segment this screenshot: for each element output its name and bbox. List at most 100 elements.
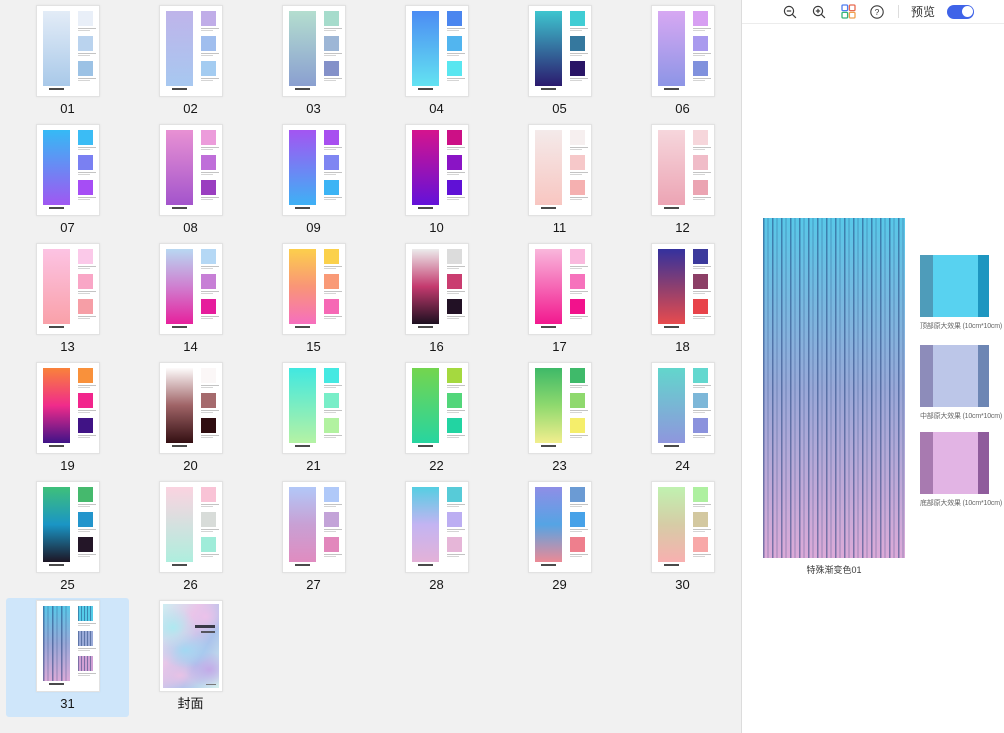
swatch-text-line bbox=[77, 623, 96, 624]
slide-number-label: 18 bbox=[675, 339, 690, 354]
swatch-text-line bbox=[200, 172, 219, 173]
swatch-text-line bbox=[77, 650, 90, 651]
slide-thumbnail-封面[interactable]: 封面 bbox=[129, 598, 252, 717]
color-swatch bbox=[323, 180, 339, 195]
color-swatch bbox=[77, 537, 93, 552]
bar-caption-line bbox=[540, 445, 556, 447]
swatch-text-line bbox=[200, 28, 219, 29]
slide-thumbnail-17[interactable]: 17 bbox=[498, 241, 621, 360]
color-swatch bbox=[446, 393, 462, 408]
swatch-text-line bbox=[569, 437, 582, 438]
slide-thumbnail-08[interactable]: 08 bbox=[129, 122, 252, 241]
slide-number-label: 16 bbox=[429, 339, 444, 354]
swatch-text-line bbox=[77, 147, 96, 148]
gradient-bar bbox=[42, 368, 70, 443]
slide-thumbnail-21[interactable]: 21 bbox=[252, 360, 375, 479]
swatch-text-line bbox=[569, 554, 588, 555]
toggle-knob bbox=[961, 6, 973, 17]
thumbnail-card bbox=[650, 5, 715, 97]
swatch-text-line bbox=[323, 197, 342, 198]
color-swatch bbox=[446, 11, 462, 26]
swatch-text-line bbox=[323, 504, 342, 505]
color-swatch bbox=[200, 512, 216, 527]
gradient-bar bbox=[534, 249, 562, 324]
svg-text:?: ? bbox=[875, 7, 880, 17]
slide-thumbnail-01[interactable]: 01 bbox=[6, 3, 129, 122]
slide-thumbnail-18[interactable]: 18 bbox=[621, 241, 744, 360]
slide-thumbnail-20[interactable]: 20 bbox=[129, 360, 252, 479]
slide-thumbnail-25[interactable]: 25 bbox=[6, 479, 129, 598]
swatch-column bbox=[692, 487, 712, 562]
slide-number-label: 封面 bbox=[177, 696, 204, 711]
color-swatch bbox=[323, 299, 339, 314]
slide-thumbnail-02[interactable]: 02 bbox=[129, 3, 252, 122]
color-swatch bbox=[446, 512, 462, 527]
swatch-text-line bbox=[692, 30, 705, 31]
color-swatch bbox=[200, 274, 216, 289]
slide-number-label: 30 bbox=[675, 577, 690, 592]
slide-thumbnail-23[interactable]: 23 bbox=[498, 360, 621, 479]
slide-thumbnail-16[interactable]: 16 bbox=[375, 241, 498, 360]
color-swatch bbox=[446, 36, 462, 51]
slide-thumbnail-24[interactable]: 24 bbox=[621, 360, 744, 479]
slide-thumbnail-07[interactable]: 07 bbox=[6, 122, 129, 241]
swatch-text-line bbox=[77, 55, 90, 56]
slide-thumbnail-31[interactable]: 31 bbox=[6, 598, 129, 717]
slide-thumbnail-12[interactable]: 12 bbox=[621, 122, 744, 241]
slide-thumbnail-22[interactable]: 22 bbox=[375, 360, 498, 479]
swatch-text-line bbox=[77, 648, 96, 649]
swatch-text-line bbox=[200, 291, 219, 292]
detail-middle: 中部原大效果 (10cm*10cm) bbox=[920, 345, 1004, 421]
swatch-text-line bbox=[77, 78, 96, 79]
preview-toggle[interactable] bbox=[947, 4, 974, 19]
thumbnail-card bbox=[404, 124, 469, 216]
swatch-text-line bbox=[77, 673, 96, 674]
color-swatch bbox=[692, 274, 708, 289]
slide-thumbnail-27[interactable]: 27 bbox=[252, 479, 375, 598]
swatch-text-line bbox=[569, 80, 582, 81]
help-icon[interactable]: ? bbox=[869, 3, 886, 20]
color-swatch bbox=[323, 274, 339, 289]
slide-thumbnail-29[interactable]: 29 bbox=[498, 479, 621, 598]
slide-number-label: 06 bbox=[675, 101, 690, 116]
swatch-text-line bbox=[323, 80, 336, 81]
swatch-text-line bbox=[77, 28, 96, 29]
swatch-text-line bbox=[323, 55, 336, 56]
swatch-text-line bbox=[200, 30, 213, 31]
color-swatch bbox=[446, 274, 462, 289]
swatch-text-line bbox=[692, 435, 711, 436]
gradient-bar bbox=[288, 249, 316, 324]
zoom-out-icon[interactable] bbox=[782, 3, 799, 20]
slide-thumbnail-03[interactable]: 03 bbox=[252, 3, 375, 122]
swatch-text-line bbox=[323, 387, 336, 388]
slide-thumbnail-06[interactable]: 06 bbox=[621, 3, 744, 122]
band-left bbox=[920, 432, 933, 494]
slide-number-label: 23 bbox=[552, 458, 567, 473]
thumbnail-card bbox=[404, 362, 469, 454]
swatch-text-line bbox=[446, 266, 465, 267]
color-swatch bbox=[569, 537, 585, 552]
slide-thumbnail-28[interactable]: 28 bbox=[375, 479, 498, 598]
swatch-text-line bbox=[77, 293, 90, 294]
slide-thumbnail-15[interactable]: 15 bbox=[252, 241, 375, 360]
swatch-text-line bbox=[200, 199, 213, 200]
slide-thumbnail-09[interactable]: 09 bbox=[252, 122, 375, 241]
detail-swatch-top bbox=[920, 255, 989, 317]
slide-thumbnail-10[interactable]: 10 bbox=[375, 122, 498, 241]
slide-thumbnail-04[interactable]: 04 bbox=[375, 3, 498, 122]
slide-thumbnail-14[interactable]: 14 bbox=[129, 241, 252, 360]
color-swatch bbox=[569, 299, 585, 314]
slide-thumbnail-30[interactable]: 30 bbox=[621, 479, 744, 598]
slide-thumbnail-26[interactable]: 26 bbox=[129, 479, 252, 598]
detail-top: 顶部原大效果 (10cm*10cm) bbox=[920, 255, 1004, 331]
slide-thumbnail-19[interactable]: 19 bbox=[6, 360, 129, 479]
zoom-in-icon[interactable] bbox=[811, 3, 828, 20]
thumbnail-card bbox=[527, 481, 592, 573]
color-swatch bbox=[77, 274, 93, 289]
slide-thumbnail-05[interactable]: 05 bbox=[498, 3, 621, 122]
swatch-text-line bbox=[77, 53, 96, 54]
grid-view-icon[interactable] bbox=[840, 3, 857, 20]
bar-caption-line bbox=[294, 88, 310, 90]
slide-thumbnail-11[interactable]: 11 bbox=[498, 122, 621, 241]
slide-thumbnail-13[interactable]: 13 bbox=[6, 241, 129, 360]
